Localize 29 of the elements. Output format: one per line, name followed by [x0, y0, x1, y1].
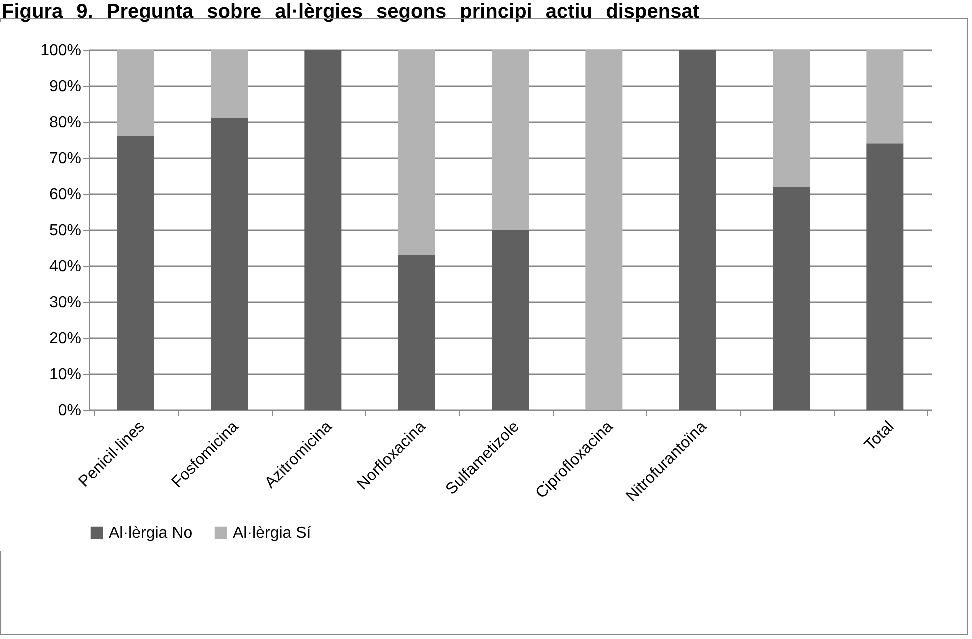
bar [866, 50, 904, 144]
y-tick-label: 70% [49, 150, 82, 168]
chart-title: Figura 9. Pregunta sobre al·lèrgies segons principi actiu dispensat [2, 1, 700, 24]
bar [773, 186, 810, 410]
bar [211, 118, 248, 410]
bar [773, 50, 810, 187]
bar [398, 255, 436, 410]
bar [117, 50, 154, 136]
y-tick-label: 30% [49, 294, 82, 312]
legend-label: Al·lèrgia No [109, 525, 193, 542]
bar [117, 136, 154, 410]
bar [492, 50, 529, 230]
bar [586, 50, 623, 410]
y-tick-label: 50% [49, 222, 82, 240]
bar [304, 50, 342, 410]
y-tick-label: 90% [49, 78, 82, 96]
y-tick-label: 100% [40, 42, 82, 60]
y-tick-label: 20% [49, 330, 82, 348]
bar [679, 50, 716, 410]
y-tick-label: 60% [49, 186, 82, 204]
y-tick-label: 40% [49, 258, 82, 276]
y-tick-label: 10% [49, 366, 82, 384]
bar [398, 50, 436, 256]
legend-label: Al·lèrgia Sí [233, 525, 312, 542]
y-tick-label: 0% [58, 402, 82, 420]
bar [866, 144, 904, 410]
y-tick-label: 80% [49, 114, 82, 132]
bar [211, 50, 248, 118]
bar [492, 230, 529, 410]
